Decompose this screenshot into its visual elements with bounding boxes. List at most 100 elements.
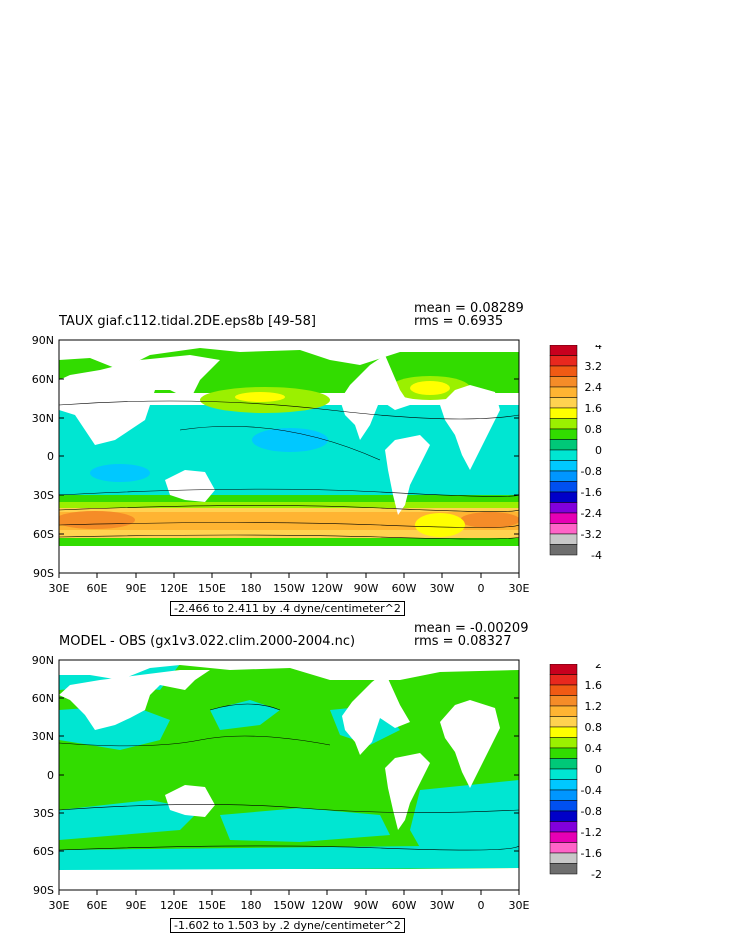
lat-label: 60N	[32, 373, 54, 386]
colorbar-swatch	[549, 842, 578, 854]
colorbar-swatch	[549, 386, 578, 398]
colorbar-swatch	[549, 768, 578, 780]
panel2-lat-labels: 90N 60N 30N 0 30S 60S 90S	[32, 654, 54, 897]
colorbar-swatch	[549, 664, 578, 675]
lat-label: 60S	[33, 528, 54, 541]
colorbar-swatch	[549, 523, 578, 535]
lon-label: 30E	[49, 582, 70, 595]
panel2-title: MODEL - OBS (gx1v3.022.clim.2000-2004.nc…	[59, 634, 356, 649]
colorbar-swatch	[549, 439, 578, 451]
panel2-map: 90N 60N 30N 0 30S 60S 90S 30E 60E 90E 12…	[32, 654, 530, 912]
lon-label: 30W	[430, 582, 455, 595]
lon-label: 120W	[311, 582, 343, 595]
lon-label: 30E	[509, 582, 530, 595]
colorbar-swatch	[549, 365, 578, 377]
lon-label: 0	[478, 582, 485, 595]
lon-label: 90W	[354, 582, 379, 595]
lon-label: 90E	[126, 582, 147, 595]
panel1-lon-labels: 30E 60E 90E 120E 150E 180 150W 120W 90W …	[49, 582, 530, 595]
colorbar-swatch	[549, 674, 578, 686]
lon-label: 150E	[198, 582, 226, 595]
colorbar-swatch	[549, 544, 578, 556]
colorbar-swatch	[549, 345, 578, 356]
colorbar-label: 0.4	[585, 742, 603, 755]
colorbar-label: 0	[595, 444, 602, 457]
colorbar-swatch	[549, 533, 578, 545]
lat-label: 60N	[32, 692, 54, 705]
lon-label: 120E	[160, 582, 188, 595]
lon-label: 90E	[126, 899, 147, 912]
lon-label: 30E	[49, 899, 70, 912]
colorbar-swatch	[549, 852, 578, 864]
colorbar-label: 3.2	[585, 360, 603, 373]
lon-label: 0	[478, 899, 485, 912]
lon-label: 60W	[392, 899, 417, 912]
colorbar-label: -2	[591, 868, 602, 881]
colorbar-label: 4	[595, 345, 602, 352]
colorbar-swatch	[549, 821, 578, 833]
colorbar-swatch	[549, 758, 578, 770]
lon-label: 150W	[273, 582, 305, 595]
colorbar-label: 1.2	[585, 700, 603, 713]
colorbar-label: 0.8	[585, 423, 603, 436]
colorbar-swatch	[549, 800, 578, 812]
colorbar-swatch	[549, 789, 578, 801]
colorbar-label: 0.8	[585, 721, 603, 734]
lat-label: 0	[47, 450, 54, 463]
panel2-rms: rms = 0.08327	[414, 634, 512, 649]
colorbar-swatch	[549, 810, 578, 822]
lat-label: 60S	[33, 845, 54, 858]
colorbar-swatch	[549, 512, 578, 524]
lat-label: 30S	[33, 807, 54, 820]
colorbar-swatch	[549, 716, 578, 728]
lat-label: 30S	[33, 489, 54, 502]
colorbar-label: 2.4	[585, 381, 603, 394]
panel1-rms: rms = 0.6935	[414, 314, 504, 329]
panel1-lat-labels: 90N 60N 30N 0 30S 60S 90S	[32, 334, 54, 580]
lon-label: 30E	[509, 899, 530, 912]
colorbar-swatch	[549, 491, 578, 503]
colorbar-swatch	[549, 397, 578, 409]
panel1-range-box: -2.466 to 2.411 by .4 dyne/centimeter^2	[170, 601, 405, 616]
panel2-mean: mean = -0.00209	[414, 621, 529, 636]
lat-label: 90N	[32, 334, 54, 347]
colorbar-label: -1.6	[581, 486, 602, 499]
lon-label: 150E	[198, 899, 226, 912]
colorbar-swatch	[549, 737, 578, 749]
colorbar-swatch	[549, 695, 578, 707]
colorbar-swatch	[549, 355, 578, 367]
colorbar-swatch	[549, 428, 578, 440]
lat-label: 0	[47, 769, 54, 782]
panel1-colorbar: 4 3.2 2.4 1.6 0.8 0 -0.8 -1.6 -2.4 -3.2 -4	[549, 345, 603, 562]
colorbar-label: -1.6	[581, 847, 602, 860]
colorbar-swatch	[549, 831, 578, 843]
colorbar-swatch	[549, 747, 578, 759]
colorbar-label: -4	[591, 549, 602, 562]
colorbar-label: -0.8	[581, 465, 602, 478]
colorbar-swatch	[549, 726, 578, 738]
colorbar-swatch	[549, 705, 578, 717]
lon-label: 120E	[160, 899, 188, 912]
colorbar-label: -1.2	[581, 826, 602, 839]
panel2-colorbar: 2 1.6 1.2 0.8 0.4 0 -0.4 -0.8 -1.2 -1.6 -2	[549, 664, 603, 881]
lat-label: 30N	[32, 730, 54, 743]
lon-label: 150W	[273, 899, 305, 912]
lat-label: 90N	[32, 654, 54, 667]
colorbar-label: 0	[595, 763, 602, 776]
colorbar-label: -2.4	[581, 507, 602, 520]
colorbar-label: -0.8	[581, 805, 602, 818]
colorbar-label: -3.2	[581, 528, 602, 541]
colorbar-swatch	[549, 684, 578, 696]
lon-label: 120W	[311, 899, 343, 912]
lon-label: 30W	[430, 899, 455, 912]
colorbar-swatch	[549, 460, 578, 472]
colorbar-swatch	[549, 502, 578, 514]
colorbar-swatch	[549, 407, 578, 419]
colorbar-swatch	[549, 481, 578, 493]
lat-label: 90S	[33, 567, 54, 580]
colorbar-swatch	[549, 449, 578, 461]
colorbar-swatch	[549, 863, 578, 875]
panel1-mean: mean = 0.08289	[414, 301, 524, 316]
lat-label: 90S	[33, 884, 54, 897]
panel2-lon-labels: 30E 60E 90E 120E 150E 180 150W 120W 90W …	[49, 899, 530, 912]
